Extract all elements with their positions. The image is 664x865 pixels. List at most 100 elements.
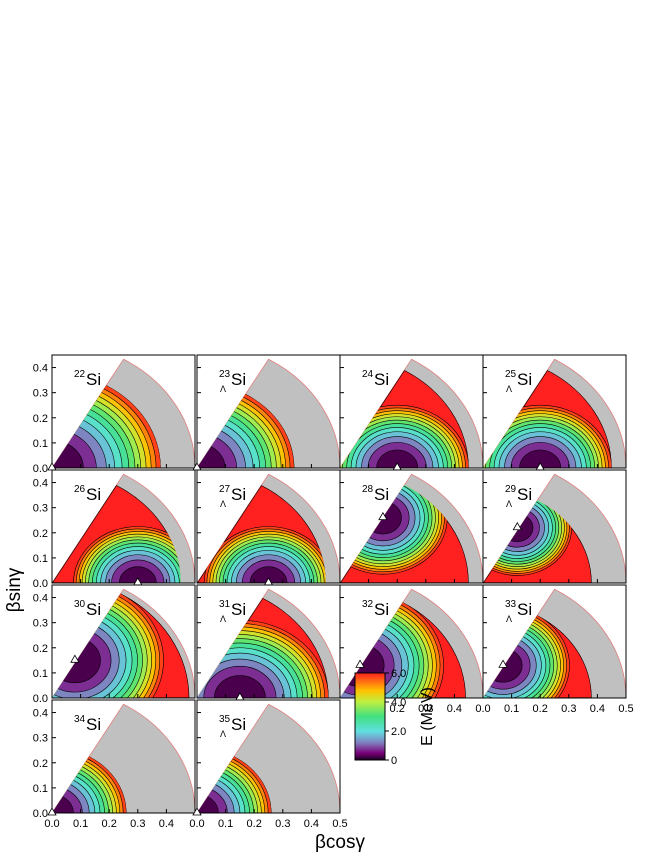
y-tick-label: 0.4	[33, 363, 48, 375]
element: Si	[517, 485, 532, 504]
x-tick-label: 0.1	[504, 703, 519, 715]
colorbar-tick-label: 6.0	[391, 668, 406, 680]
panel-frame	[482, 354, 627, 469]
contour	[197, 485, 326, 583]
x-axis-title: βcosγ	[315, 832, 365, 853]
panel: 0.0 0.1 0.2 0.3 0.4 0.5 33 Si Λ	[475, 584, 634, 715]
element: Si	[517, 600, 532, 619]
x-tick-label: 0.4	[304, 818, 319, 830]
panel-frame	[51, 469, 196, 584]
minimum-marker	[47, 807, 57, 816]
y-tick-label: 0.1	[33, 668, 48, 680]
contour-band	[249, 566, 288, 583]
minimum-marker	[70, 654, 80, 663]
mass-number: 26	[74, 484, 86, 495]
y-tick-label: 0.3	[33, 733, 48, 745]
element: Si	[231, 485, 246, 504]
x-tick-label: 0.1	[73, 818, 88, 830]
hyperon: Λ	[506, 499, 512, 509]
element: Si	[231, 370, 246, 389]
x-tick-label: 0.2	[390, 703, 405, 715]
colorbar-label: E (MeV)	[419, 687, 436, 746]
panel: 0.0 0.1 0.2 0.3 0.4 22 Si	[33, 354, 196, 475]
mass-number: 34	[74, 714, 86, 725]
element: Si	[86, 370, 101, 389]
y-tick-label: 0.3	[33, 503, 48, 515]
x-tick-label: 0.3	[130, 818, 145, 830]
y-tick-label: 0.1	[33, 553, 48, 565]
x-tick-label: 0.0	[475, 703, 490, 715]
y-tick-label: 0.4	[33, 708, 48, 720]
y-tick-label: 0.2	[33, 758, 48, 770]
y-tick-label: 0.3	[33, 618, 48, 630]
x-tick-label: 0.5	[332, 818, 347, 830]
mass-number: 27	[219, 484, 231, 495]
mass-number: 32	[362, 599, 374, 610]
panel: 24 Si	[339, 354, 484, 471]
minimum-marker	[498, 659, 508, 668]
contour-band	[52, 440, 84, 468]
element: Si	[86, 600, 101, 619]
x-tick-label: 0.4	[159, 818, 174, 830]
element: Si	[374, 485, 389, 504]
panel: 27 Si Λ	[196, 469, 341, 586]
x-tick-label: 0.3	[418, 703, 433, 715]
panel: 0.0 0.1 0.2 0.3 0.4 0.0 0.1 0.2 0.3 0.4 34 Si	[33, 699, 196, 830]
y-tick-label: 0.0	[33, 693, 48, 705]
panel-frame	[51, 354, 196, 469]
colorbar	[354, 672, 386, 761]
element: Si	[517, 370, 532, 389]
minimum-marker	[378, 511, 388, 521]
element: Si	[374, 370, 389, 389]
colorbar-tick-label: 2.0	[391, 726, 406, 738]
panel-frame	[482, 469, 627, 584]
element: Si	[374, 600, 389, 619]
x-tick-label: 0.5	[618, 703, 633, 715]
contour-band	[118, 566, 157, 583]
x-tick-label: 0.2	[533, 703, 548, 715]
hyperon: Λ	[506, 614, 512, 624]
y-tick-label: 0.2	[33, 413, 48, 425]
y-tick-label: 0.2	[33, 528, 48, 540]
element: Si	[86, 715, 101, 734]
mass-number: 35	[219, 714, 231, 725]
contour	[52, 385, 161, 468]
panel-frame	[482, 584, 627, 699]
colorbar-tick-label: 4.0	[391, 697, 406, 709]
hyperon: Λ	[220, 384, 226, 394]
mass-number: 29	[505, 484, 517, 495]
contour	[197, 394, 295, 468]
hyperon: Λ	[220, 614, 226, 624]
x-tick-label: 0.4	[590, 703, 605, 715]
x-tick-label: 0.3	[561, 703, 576, 715]
panel-frame	[196, 699, 341, 814]
contour-band	[519, 449, 562, 468]
contour	[52, 756, 127, 813]
contour	[340, 485, 469, 583]
x-tick-label: 0.4	[447, 703, 462, 715]
minimum-marker	[355, 659, 365, 668]
panel: 0.0 0.1 0.2 0.3 0.4 26 Si	[33, 469, 196, 590]
minimum-marker	[192, 807, 202, 816]
contour-band	[214, 675, 266, 698]
y-tick-label: 0.4	[33, 593, 48, 605]
x-tick-label: 0.0	[44, 818, 59, 830]
x-tick-label: 0.3	[275, 818, 290, 830]
hyperon: Λ	[220, 499, 226, 509]
mass-number: 24	[362, 369, 374, 380]
mass-number: 30	[74, 599, 86, 610]
colorbar-tick-label: 0	[391, 755, 397, 767]
y-axis-title: βsinγ	[4, 567, 25, 612]
panel: 23 Si Λ	[192, 354, 341, 471]
element: Si	[231, 715, 246, 734]
panel-frame	[51, 699, 196, 814]
y-tick-label: 0.0	[33, 808, 48, 820]
x-tick-label: 0.1	[218, 818, 233, 830]
element: Si	[231, 600, 246, 619]
hyperon: Λ	[506, 384, 512, 394]
mass-number: 31	[219, 599, 231, 610]
minimum-marker	[512, 521, 523, 531]
element: Si	[86, 485, 101, 504]
panel-frame	[51, 584, 196, 699]
